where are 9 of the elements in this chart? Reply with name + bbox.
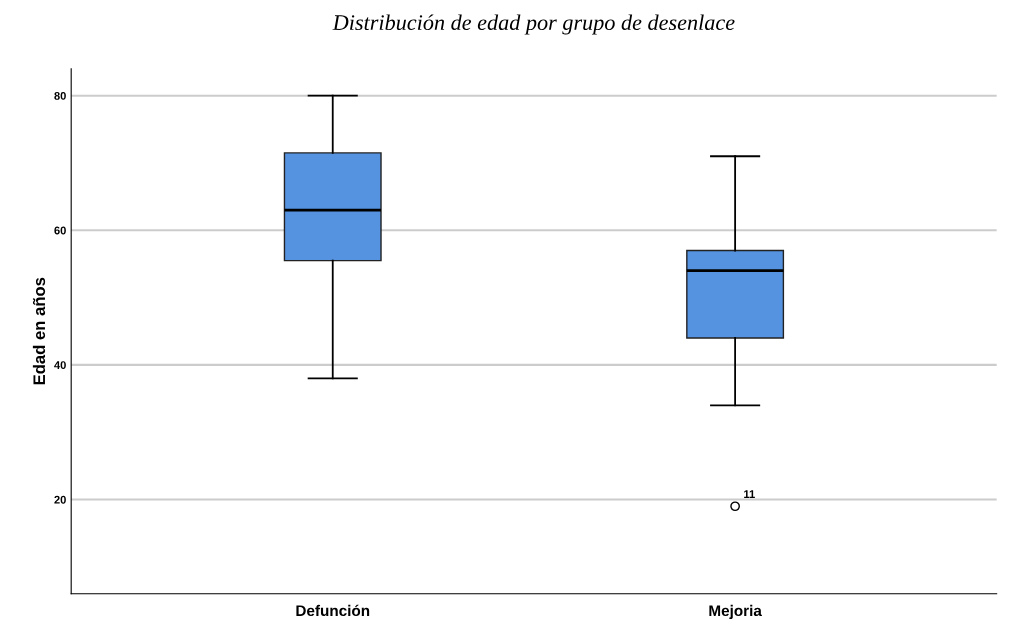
- y-axis-title: Edad en años: [32, 277, 46, 385]
- y-tick-label: 60: [54, 226, 66, 235]
- y-tick-label: 20: [54, 495, 66, 504]
- chart-title: Distribución de edad por grupo de desenlace: [332, 14, 735, 35]
- x-tick-label: Defunción: [296, 604, 370, 617]
- annotation: 11: [744, 490, 755, 498]
- y-tick-label: 40: [54, 361, 66, 370]
- y-tick-label: 80: [54, 91, 66, 100]
- x-tick-label: Mejoria: [709, 604, 762, 620]
